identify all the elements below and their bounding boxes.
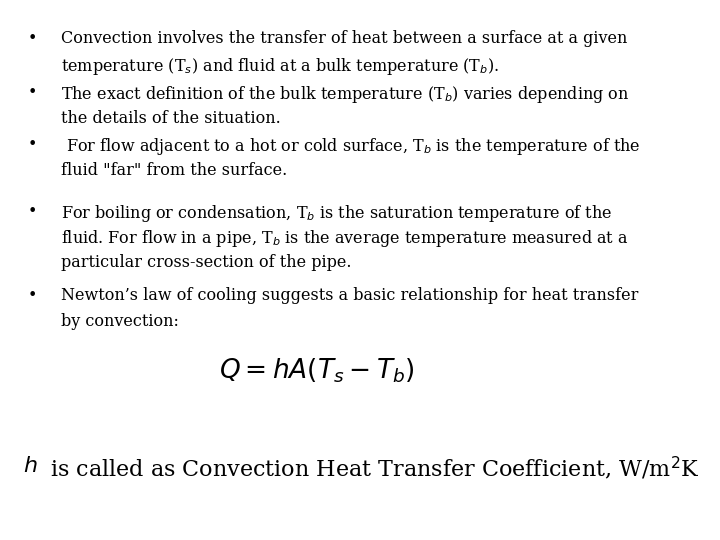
Text: Convection involves the transfer of heat between a surface at a given: Convection involves the transfer of heat… <box>61 30 628 46</box>
Text: particular cross-section of the pipe.: particular cross-section of the pipe. <box>61 254 351 271</box>
Text: •: • <box>27 30 37 46</box>
Text: fluid. For flow in a pipe, T$_b$ is the average temperature measured at a: fluid. For flow in a pipe, T$_b$ is the … <box>61 228 629 249</box>
Text: $Q = hA\left(T_s - T_b\right)$: $Q = hA\left(T_s - T_b\right)$ <box>219 356 415 385</box>
Text: For flow adjacent to a hot or cold surface, T$_b$ is the temperature of the: For flow adjacent to a hot or cold surfa… <box>61 136 641 157</box>
Text: fluid "far" from the surface.: fluid "far" from the surface. <box>61 162 287 179</box>
Text: •: • <box>27 84 37 100</box>
Text: •: • <box>27 202 37 219</box>
Text: is called as Convection Heat Transfer Coefficient, W/m$^2$K: is called as Convection Heat Transfer Co… <box>43 455 700 482</box>
Text: •: • <box>27 287 37 304</box>
Text: by convection:: by convection: <box>61 313 179 330</box>
Text: The exact definition of the bulk temperature (T$_b$) varies depending on: The exact definition of the bulk tempera… <box>61 84 629 105</box>
Text: Newton’s law of cooling suggests a basic relationship for heat transfer: Newton’s law of cooling suggests a basic… <box>61 287 639 304</box>
Text: For boiling or condensation, T$_b$ is the saturation temperature of the: For boiling or condensation, T$_b$ is th… <box>61 202 613 224</box>
Text: •: • <box>27 136 37 153</box>
Text: $\mathit{h}$: $\mathit{h}$ <box>23 455 37 477</box>
Text: the details of the situation.: the details of the situation. <box>61 110 281 126</box>
Text: temperature (T$_s$) and fluid at a bulk temperature (T$_b$).: temperature (T$_s$) and fluid at a bulk … <box>61 56 499 77</box>
